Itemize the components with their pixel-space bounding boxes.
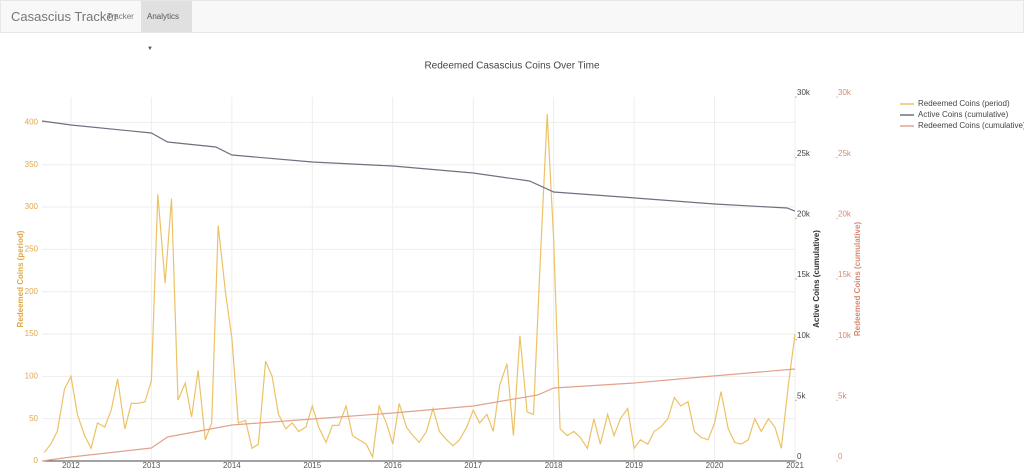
x-tick-label: 2016 <box>384 461 402 470</box>
y3-tick-label: 15k <box>838 270 852 279</box>
y2-tick-label: 15k <box>797 270 811 279</box>
navbar: Casascius Tracker Tracker Analytics ▼ <box>0 0 1024 52</box>
x-tick-label: 2014 <box>223 461 241 470</box>
y3-tick-label: 10k <box>838 331 852 340</box>
x-tick-label: 2019 <box>625 461 643 470</box>
y-tick-label: 400 <box>25 118 39 127</box>
series-line <box>43 113 796 459</box>
y2-tick-label: 0 <box>797 452 802 461</box>
y-tick-label: 50 <box>29 414 38 423</box>
y3-tick-label: 0 <box>838 452 843 461</box>
y3-axis-title: Redeemed Coins (cumulative) <box>853 222 862 337</box>
x-tick-label: 2013 <box>143 461 161 470</box>
legend-label: Active Coins (cumulative) <box>918 110 1009 119</box>
x-tick-label: 2015 <box>303 461 321 470</box>
x-tick-label: 2018 <box>545 461 563 470</box>
y3-tick-label: 25k <box>838 149 852 158</box>
y-tick-label: 0 <box>34 456 39 465</box>
x-tick-label: 2017 <box>464 461 482 470</box>
y-tick-label: 200 <box>25 287 39 296</box>
nav-analytics[interactable]: Analytics ▼ <box>141 1 192 52</box>
x-tick-label: 2012 <box>62 461 80 470</box>
y-tick-label: 150 <box>25 329 39 338</box>
y3-tick-label: 20k <box>838 209 852 218</box>
x-tick-label: 2021 <box>786 461 804 470</box>
y2-tick-label: 20k <box>797 209 811 218</box>
y-tick-label: 300 <box>25 202 39 211</box>
y2-tick-label: 10k <box>797 331 811 340</box>
y-tick-label: 100 <box>25 371 39 380</box>
legend-label: Redeemed Coins (period) <box>918 99 1010 108</box>
legend-label: Redeemed Coins (cumulative) <box>918 121 1024 130</box>
y2-tick-label: 5k <box>797 391 806 400</box>
y2-axis-title: Active Coins (cumulative) <box>812 230 821 328</box>
y2-tick-label: 30k <box>797 88 811 97</box>
y-tick-label: 250 <box>25 244 39 253</box>
chart-title: Redeemed Casascius Coins Over Time <box>424 61 600 72</box>
y3-tick-label: 30k <box>838 88 852 97</box>
brand[interactable]: Casascius Tracker <box>11 9 118 24</box>
series-line <box>41 368 796 462</box>
y2-tick-label: 25k <box>797 149 811 158</box>
nav-analytics-label[interactable]: Analytics <box>147 12 180 21</box>
x-tick-label: 2020 <box>706 461 724 470</box>
y3-tick-label: 5k <box>838 391 847 400</box>
nav-tracker[interactable]: Tracker <box>107 12 134 21</box>
caret: ▼ <box>147 46 153 52</box>
y-tick-label: 350 <box>25 160 39 169</box>
y-axis-title: Redeemed Coins (period) <box>16 230 25 327</box>
series-line <box>41 120 796 212</box>
